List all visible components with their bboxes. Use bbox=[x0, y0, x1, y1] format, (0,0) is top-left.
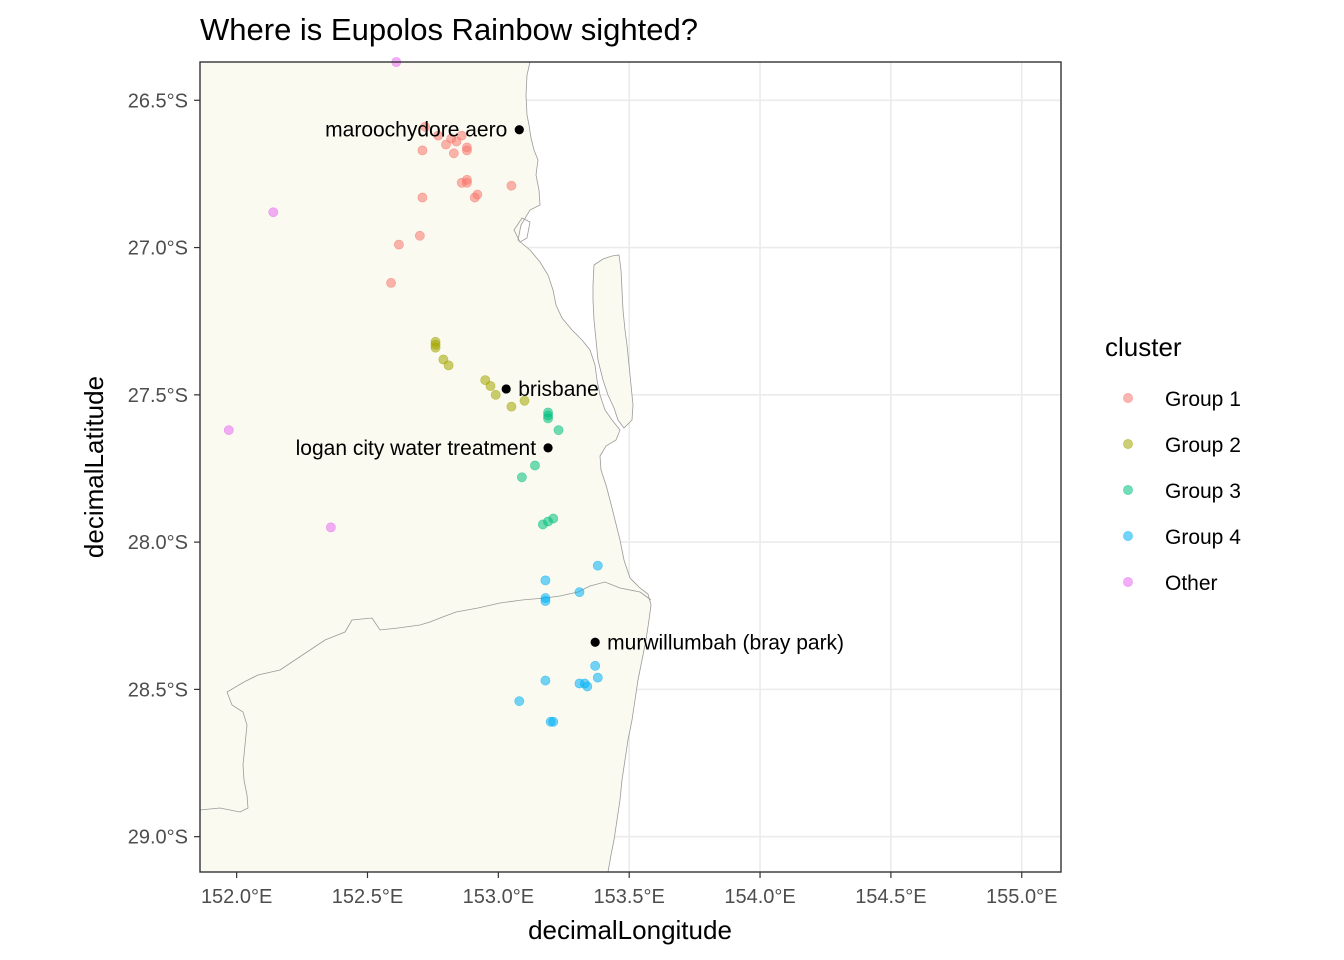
land-map bbox=[199, 61, 652, 873]
point-group-2 bbox=[443, 360, 454, 371]
point-group-4 bbox=[540, 575, 551, 586]
point-group-2 bbox=[430, 342, 441, 353]
point-group-4 bbox=[574, 587, 585, 598]
point-group-3 bbox=[530, 460, 540, 471]
y-axis-title: decimalLatitude bbox=[79, 376, 109, 558]
legend-key-other bbox=[1123, 577, 1133, 587]
city-marker bbox=[543, 443, 553, 453]
x-tick-label: 154.5°E bbox=[855, 886, 926, 908]
city-marker bbox=[501, 384, 511, 394]
x-tick-label: 154.0°E bbox=[724, 886, 795, 908]
point-group-1 bbox=[417, 192, 428, 203]
point-group-1 bbox=[462, 177, 472, 188]
point-group-1 bbox=[462, 145, 472, 156]
city-marker bbox=[590, 637, 600, 647]
point-group-2 bbox=[506, 401, 517, 412]
x-tick-label: 153.0°E bbox=[463, 886, 534, 908]
legend-label-group-4: Group 4 bbox=[1165, 526, 1241, 549]
legend-key-group-2 bbox=[1123, 439, 1133, 449]
point-other bbox=[223, 425, 234, 436]
y-tick-label: 28.5°S bbox=[128, 679, 188, 701]
y-tick-label: 29.0°S bbox=[128, 827, 188, 849]
point-group-2 bbox=[519, 395, 530, 406]
point-other bbox=[268, 207, 279, 218]
point-group-1 bbox=[448, 148, 459, 159]
point-group-1 bbox=[417, 145, 428, 156]
point-group-3 bbox=[543, 413, 553, 424]
point-group-1 bbox=[420, 121, 430, 132]
point-group-1 bbox=[433, 130, 444, 141]
legend-label-group-2: Group 2 bbox=[1165, 434, 1241, 457]
point-other bbox=[325, 522, 336, 533]
legend-key-group-1 bbox=[1123, 393, 1133, 403]
legend-label-group-1: Group 1 bbox=[1165, 388, 1241, 411]
point-group-4 bbox=[582, 681, 593, 692]
data-points bbox=[223, 57, 603, 727]
point-group-1 bbox=[506, 180, 517, 191]
x-tick-label: 152.5°E bbox=[332, 886, 403, 908]
x-axis-title: decimalLongitude bbox=[528, 915, 732, 945]
point-group-4 bbox=[540, 596, 551, 606]
point-group-4 bbox=[548, 716, 559, 727]
point-group-1 bbox=[456, 130, 467, 141]
x-tick-label: 152.0°E bbox=[201, 886, 272, 908]
point-group-3 bbox=[553, 425, 564, 436]
state-border bbox=[199, 581, 652, 813]
city-label: maroochydore aero bbox=[325, 119, 507, 142]
y-tick-label: 28.0°S bbox=[128, 532, 188, 554]
point-group-4 bbox=[540, 675, 551, 686]
legend: cluster Group 1 Group 2 Group 3 Group 4 Othe… bbox=[1105, 332, 1241, 595]
point-group-1 bbox=[386, 278, 396, 288]
x-tick-label: 155.0°E bbox=[986, 886, 1057, 908]
point-group-2 bbox=[485, 381, 496, 391]
point-group-3 bbox=[548, 513, 559, 524]
point-group-1 bbox=[414, 230, 425, 241]
y-tick-label: 26.5°S bbox=[128, 90, 188, 112]
island-shape bbox=[592, 254, 634, 429]
point-group-4 bbox=[592, 560, 603, 571]
y-tick-label: 27.5°S bbox=[128, 385, 188, 407]
panel-border bbox=[199, 61, 1062, 873]
legend-label-other: Other bbox=[1165, 572, 1218, 595]
point-group-4 bbox=[590, 660, 601, 671]
y-axis: 26.5°S 27.0°S 27.5°S 28.0°S 28.5°S 29.0°S bbox=[128, 90, 200, 849]
legend-title: cluster bbox=[1105, 332, 1182, 362]
y-tick-label: 27.0°S bbox=[128, 238, 188, 260]
point-group-4 bbox=[592, 672, 603, 683]
city-annotations: maroochydore aero brisbane logan city wate… bbox=[296, 119, 844, 655]
point-group-1 bbox=[469, 192, 480, 203]
legend-key-group-3 bbox=[1123, 485, 1133, 495]
city-label: brisbane bbox=[518, 378, 599, 401]
legend-key-group-4 bbox=[1123, 531, 1133, 541]
chart-title: Where is Eupolos Rainbow sighted? bbox=[200, 12, 698, 47]
point-group-3 bbox=[516, 472, 527, 483]
city-label: murwillumbah (bray park) bbox=[607, 631, 844, 654]
city-label: logan city water treatment bbox=[296, 437, 537, 460]
x-axis: 152.0°E 152.5°E 153.0°E 153.5°E 154.0°E 154.5… bbox=[201, 872, 1057, 908]
point-group-4 bbox=[514, 696, 525, 707]
island-shape-north bbox=[513, 217, 531, 243]
x-tick-label: 153.5°E bbox=[593, 886, 664, 908]
point-group-2 bbox=[490, 389, 501, 400]
mainland-shape bbox=[199, 61, 652, 873]
city-marker bbox=[514, 125, 524, 135]
point-group-1 bbox=[393, 239, 404, 250]
legend-label-group-3: Group 3 bbox=[1165, 480, 1241, 503]
